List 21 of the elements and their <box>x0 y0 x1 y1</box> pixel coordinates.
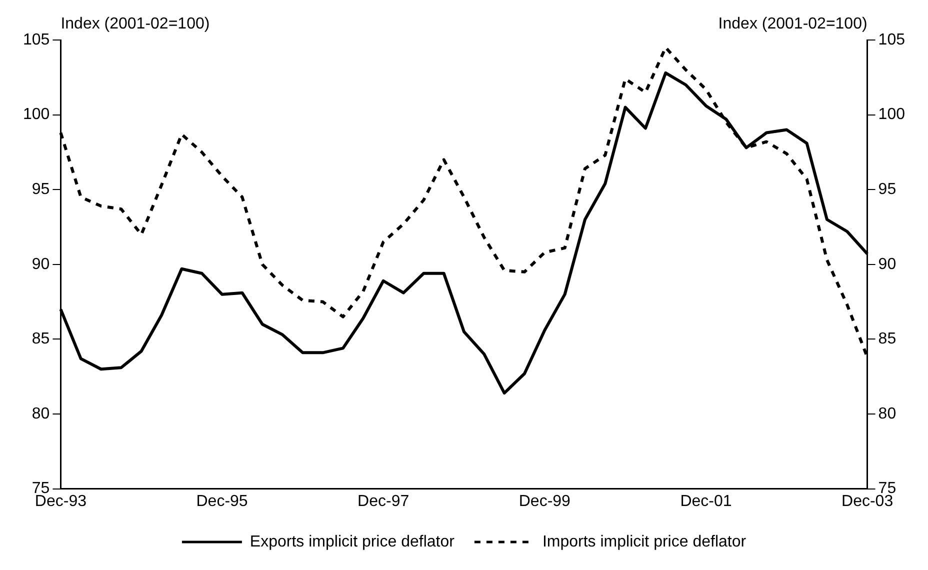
y2-tick-label: 95 <box>878 181 896 198</box>
x-tick-label: Dec-99 <box>518 492 571 510</box>
y-tick-label: 100 <box>22 106 50 124</box>
y-tick-label: 80 <box>32 405 50 422</box>
y2-tick-label: 105 <box>878 31 906 48</box>
x-tick-label: Dec-97 <box>358 492 410 510</box>
y-axis-title: Index (2001-02=100) <box>60 15 210 32</box>
legend-label: Imports implicit price deflator <box>542 533 747 550</box>
y2-tick-label: 80 <box>878 405 896 422</box>
x-tick-label: Dec-95 <box>196 492 248 510</box>
x-tick-label: Dec-93 <box>34 492 87 510</box>
legend-label: Exports implicit price deflator <box>250 533 456 550</box>
y-tick-label: 90 <box>32 256 50 273</box>
y2-axis-title: Index (2001-02=100) <box>718 15 868 32</box>
y2-tick-label: 90 <box>878 256 896 273</box>
y-tick-label: 85 <box>32 330 50 348</box>
x-tick-label: Dec-01 <box>680 492 732 510</box>
y-tick-label: 95 <box>32 181 50 198</box>
y2-tick-label: 85 <box>878 330 896 348</box>
y-tick-label: 105 <box>22 31 50 48</box>
y2-tick-label: 100 <box>878 106 906 124</box>
